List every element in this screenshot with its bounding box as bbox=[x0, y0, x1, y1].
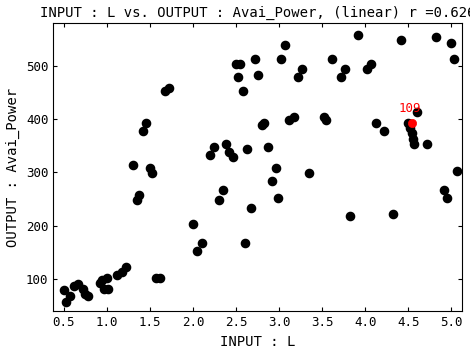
Point bbox=[413, 109, 421, 115]
Point bbox=[454, 168, 461, 174]
Point bbox=[133, 197, 141, 203]
Point bbox=[222, 141, 229, 147]
Point bbox=[337, 75, 345, 80]
Point bbox=[423, 141, 431, 147]
Point bbox=[323, 117, 330, 123]
Point bbox=[268, 179, 276, 184]
Point bbox=[219, 187, 227, 192]
Point bbox=[139, 128, 147, 133]
Point bbox=[66, 294, 73, 299]
Point bbox=[149, 171, 156, 176]
Point bbox=[241, 240, 248, 246]
Point bbox=[96, 280, 103, 286]
Text: 109: 109 bbox=[399, 102, 421, 115]
Point bbox=[342, 66, 349, 72]
Point bbox=[211, 144, 218, 149]
Point bbox=[389, 211, 397, 217]
Point bbox=[411, 141, 418, 147]
Point bbox=[70, 283, 78, 289]
Y-axis label: OUTPUT : Avai_Power: OUTPUT : Avai_Power bbox=[6, 87, 20, 247]
Point bbox=[398, 37, 405, 43]
Point bbox=[215, 197, 222, 203]
Point bbox=[105, 286, 112, 292]
Point bbox=[152, 275, 160, 280]
Point bbox=[408, 131, 415, 136]
Point bbox=[194, 248, 201, 254]
Point bbox=[60, 287, 67, 293]
Point bbox=[136, 192, 143, 198]
Point bbox=[406, 125, 414, 131]
Title: INPUT : L vs. OUTPUT : Avai_Power, (linear) r =0.626: INPUT : L vs. OUTPUT : Avai_Power, (line… bbox=[40, 6, 470, 20]
Point bbox=[306, 171, 313, 176]
Point bbox=[447, 40, 455, 45]
Point bbox=[380, 128, 388, 133]
Point bbox=[410, 136, 417, 142]
Point bbox=[368, 61, 375, 67]
Point bbox=[225, 149, 233, 155]
Point bbox=[99, 278, 106, 283]
Point bbox=[129, 163, 136, 168]
Point bbox=[232, 61, 240, 67]
Point bbox=[354, 32, 362, 37]
Point bbox=[277, 56, 284, 61]
Point bbox=[258, 122, 266, 128]
Point bbox=[230, 155, 237, 160]
Point bbox=[118, 269, 126, 275]
Point bbox=[162, 88, 169, 93]
Point bbox=[236, 61, 244, 67]
Point bbox=[290, 115, 298, 120]
Point bbox=[248, 206, 255, 211]
Point bbox=[81, 291, 89, 297]
Point bbox=[255, 72, 262, 77]
Point bbox=[372, 120, 379, 126]
Point bbox=[286, 117, 293, 123]
Point bbox=[84, 294, 92, 299]
Point bbox=[363, 66, 371, 72]
Point bbox=[432, 34, 439, 40]
Point bbox=[63, 299, 70, 305]
Point bbox=[142, 120, 149, 126]
Point bbox=[122, 264, 129, 270]
Point bbox=[443, 195, 451, 200]
Point bbox=[441, 187, 448, 192]
Point bbox=[261, 120, 268, 126]
Point bbox=[103, 275, 110, 280]
Point bbox=[189, 222, 196, 227]
Point bbox=[198, 240, 205, 246]
Point bbox=[272, 165, 279, 171]
Point bbox=[408, 120, 415, 126]
Point bbox=[75, 281, 82, 286]
Point bbox=[234, 75, 242, 80]
Point bbox=[346, 213, 353, 219]
Point bbox=[251, 56, 258, 61]
Point bbox=[165, 85, 172, 91]
Point bbox=[294, 75, 302, 80]
Point bbox=[146, 165, 154, 171]
X-axis label: INPUT : L: INPUT : L bbox=[220, 335, 295, 349]
Point bbox=[239, 88, 247, 93]
Point bbox=[405, 120, 412, 126]
Point bbox=[243, 147, 251, 152]
Point bbox=[157, 275, 164, 280]
Point bbox=[264, 144, 272, 149]
Point bbox=[450, 56, 458, 61]
Point bbox=[282, 42, 289, 48]
Point bbox=[274, 195, 282, 200]
Point bbox=[206, 152, 214, 158]
Point bbox=[329, 56, 336, 61]
Point bbox=[101, 286, 108, 292]
Point bbox=[298, 66, 306, 72]
Point bbox=[320, 115, 328, 120]
Point bbox=[113, 272, 121, 278]
Point bbox=[79, 286, 86, 292]
